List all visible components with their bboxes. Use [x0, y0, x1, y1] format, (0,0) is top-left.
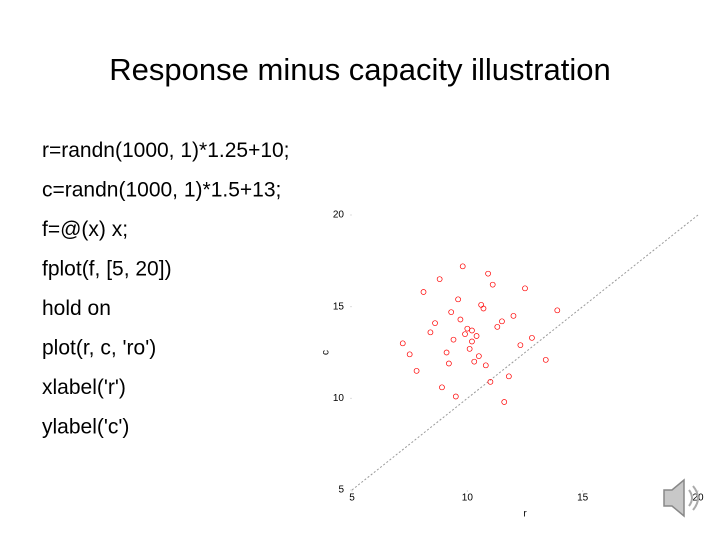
- scatter-point: [457, 316, 464, 323]
- scatter-point: [499, 318, 505, 325]
- scatter-point: [473, 333, 480, 339]
- scatter-point: [443, 349, 450, 356]
- scatter-point: [446, 360, 452, 367]
- scatter-point: [455, 296, 461, 303]
- scatter-point: [501, 399, 508, 405]
- scatter-point: [439, 384, 445, 391]
- x-tick-label: 5: [349, 493, 355, 504]
- scatter-point: [427, 329, 434, 336]
- scatter-point: [469, 338, 475, 345]
- code-line: plot(r, c, 'ro'): [42, 337, 156, 360]
- speaker-body: [663, 478, 685, 518]
- y-axis-label: c: [321, 350, 332, 355]
- slide-title: Response minus capacity illustration: [109, 52, 610, 87]
- scatter-point: [542, 356, 549, 363]
- scatter-point: [487, 378, 494, 385]
- reference-line: [351, 214, 699, 491]
- code-block: r=randn(1000, 1)*1.25+10; c=randn(1000, 1…: [42, 139, 290, 439]
- y-tick-label: 5: [338, 485, 344, 496]
- scatter-point: [485, 270, 491, 277]
- code-line: c=randn(1000, 1)*1.5+13;: [42, 179, 281, 202]
- scatter-point: [448, 309, 455, 316]
- scatter-point: [510, 312, 517, 319]
- code-line: fplot(f, [5, 20]): [42, 258, 172, 281]
- scatter-point: [482, 362, 489, 369]
- scatter-point: [464, 325, 471, 332]
- scatter-point: [459, 263, 466, 270]
- scatter-point: [436, 276, 443, 283]
- scatter-point: [489, 281, 496, 288]
- scatter-point: [517, 342, 524, 349]
- code-line: hold on: [42, 297, 111, 320]
- scatter-point: [432, 320, 438, 327]
- scatter-point: [522, 285, 528, 292]
- scatter-point: [506, 373, 512, 380]
- scatter-point: [462, 331, 468, 338]
- speaker-waves: [688, 485, 699, 511]
- x-tick-label: 10: [462, 493, 474, 504]
- scatter-point: [399, 340, 406, 347]
- scatter-point: [450, 336, 457, 343]
- scatter-point: [471, 358, 478, 365]
- scatter-point: [494, 323, 501, 330]
- scatter-point: [529, 334, 535, 341]
- scatter-point: [406, 351, 413, 358]
- scatter-point: [466, 345, 473, 352]
- code-line: f=@(x) x;: [42, 218, 128, 241]
- scatter-point: [478, 301, 485, 308]
- scatter-point: [452, 393, 459, 400]
- scatter-point: [420, 289, 427, 295]
- code-line: r=randn(1000, 1)*1.25+10;: [42, 139, 290, 162]
- x-axis-label: r: [523, 509, 527, 520]
- y-tick-label: 20: [333, 210, 345, 221]
- y-tick-label: 15: [333, 301, 345, 312]
- y-tick-label: 10: [333, 393, 345, 404]
- scatter-point: [554, 307, 561, 314]
- x-tick-label: 15: [577, 493, 589, 504]
- scatter-point: [469, 327, 475, 334]
- scatter-point: [413, 367, 420, 374]
- speaker-icon[interactable]: [663, 478, 699, 518]
- code-line: ylabel('c'): [42, 416, 129, 439]
- scatter-point: [476, 353, 482, 360]
- scatter-point: [480, 305, 487, 312]
- code-line: xlabel('r'): [42, 376, 126, 399]
